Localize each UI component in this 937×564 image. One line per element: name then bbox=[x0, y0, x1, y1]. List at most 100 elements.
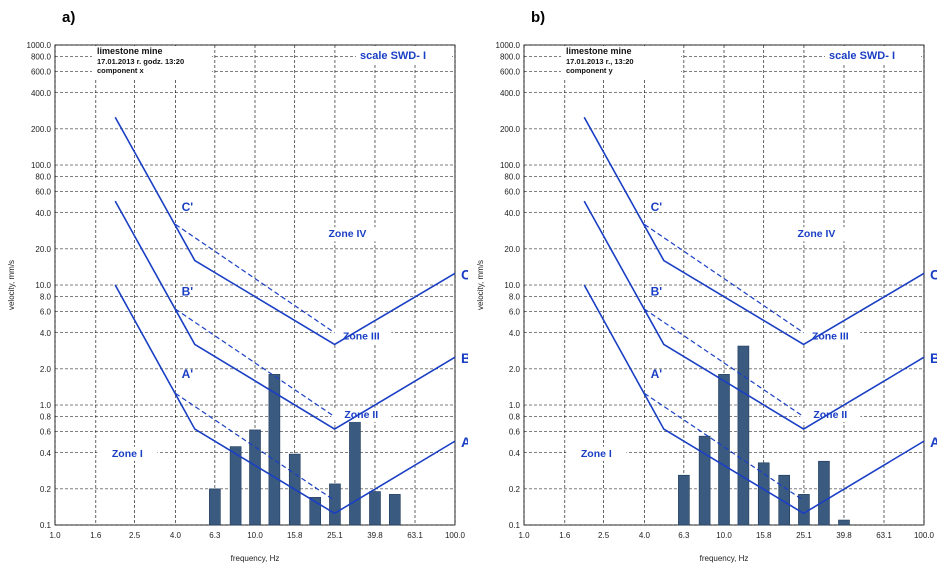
x-tick-label: 63.1 bbox=[407, 531, 423, 540]
limit-curve bbox=[114, 284, 456, 515]
limit-curve bbox=[114, 116, 456, 346]
scale-label-bg bbox=[825, 46, 921, 64]
dashed-curve bbox=[644, 308, 804, 418]
x-tick-label: 25.1 bbox=[796, 531, 812, 540]
y-tick-label: 40.0 bbox=[504, 209, 520, 218]
x-tick-label: 1.6 bbox=[559, 531, 571, 540]
y-tick-label: 4.0 bbox=[40, 329, 52, 338]
scale-label-bg bbox=[356, 46, 452, 64]
zone-label-bg bbox=[566, 446, 627, 461]
zone-label: Zone I bbox=[581, 448, 612, 460]
y-tick-label: 0.6 bbox=[40, 428, 52, 437]
zone-label-bg bbox=[331, 329, 392, 344]
y-tick-label: 100.0 bbox=[500, 161, 521, 170]
scale-label: scale SWD- I bbox=[829, 50, 895, 62]
zone-label: Zone IV bbox=[798, 228, 836, 240]
y-tick-label: 6.0 bbox=[509, 308, 521, 317]
y-tick-label: 8.0 bbox=[40, 293, 52, 302]
dashed-curve-label: C' bbox=[651, 200, 663, 214]
zone-label-bg bbox=[97, 446, 158, 461]
bar bbox=[388, 494, 401, 526]
y-tick-label: 1000.0 bbox=[27, 41, 52, 50]
zone-label: Zone I bbox=[112, 448, 143, 460]
dashed-curve-label: B' bbox=[651, 284, 663, 298]
y-tick-label: 20.0 bbox=[504, 245, 520, 254]
y-tick-label: 1.0 bbox=[509, 401, 521, 410]
dashed-curve-label: A' bbox=[651, 367, 663, 381]
x-tick-label: 2.5 bbox=[129, 531, 141, 540]
info-box bbox=[92, 46, 212, 78]
limit-curve bbox=[583, 200, 925, 431]
limit-curve bbox=[114, 200, 456, 431]
x-tick-label: 63.1 bbox=[876, 531, 892, 540]
x-tick-label: 25.1 bbox=[327, 531, 343, 540]
y-tick-label: 0.2 bbox=[40, 485, 52, 494]
y-tick-label: 0.6 bbox=[509, 428, 521, 437]
x-tick-label: 100.0 bbox=[914, 531, 935, 540]
y-tick-label: 8.0 bbox=[509, 293, 521, 302]
x-tick-label: 4.0 bbox=[639, 531, 651, 540]
zone-label: Zone IV bbox=[329, 228, 367, 240]
bar bbox=[209, 488, 221, 526]
zone-label: Zone II bbox=[813, 409, 847, 421]
chart-a-svg: a) 0.1 0.2 0.4 0.6 0.8 1.0 2.0 4.0 6.0 8.0 10.0 20.0… bbox=[7, 9, 468, 563]
zone-label: Zone II bbox=[344, 409, 378, 421]
y-tick-label: 80.0 bbox=[504, 173, 520, 182]
y-tick-label: 600.0 bbox=[31, 68, 52, 77]
y-tick-label: 10.0 bbox=[35, 281, 51, 290]
x-tick-label: 1.6 bbox=[90, 531, 102, 540]
x-tick-label: 6.3 bbox=[678, 531, 690, 540]
chart-panel-a: a) 0.1 0.2 0.4 0.6 0.8 1.0 2.0 4.0 6.0 8.0 10.0 20.0… bbox=[0, 0, 468, 564]
y-tick-label: 400.0 bbox=[31, 89, 52, 98]
limit-curve-label: A bbox=[930, 434, 937, 450]
panel-label: a) bbox=[62, 9, 75, 26]
bar bbox=[818, 460, 830, 526]
y-tick-label: 600.0 bbox=[500, 68, 521, 77]
x-tick-label: 4.0 bbox=[170, 531, 182, 540]
info-line-3: component y bbox=[566, 66, 613, 75]
x-tick-label: 6.3 bbox=[209, 531, 221, 540]
limit-curve bbox=[583, 284, 925, 515]
y-tick-label: 60.0 bbox=[35, 188, 51, 197]
y-tick-label: 0.8 bbox=[40, 413, 52, 422]
x-tick-label: 1.0 bbox=[518, 531, 530, 540]
bar bbox=[698, 435, 711, 526]
x-axis-label: frequency, Hz bbox=[231, 554, 280, 563]
y-tick-label: 800.0 bbox=[31, 53, 52, 62]
limit-curve bbox=[583, 116, 925, 346]
y-tick-label: 0.4 bbox=[40, 449, 52, 458]
y-tick-label: 200.0 bbox=[500, 125, 521, 134]
limit-curve-label: C bbox=[930, 266, 937, 282]
zone-label-bg bbox=[800, 329, 861, 344]
x-axis-label: frequency, Hz bbox=[700, 554, 749, 563]
y-tick-label: 2.0 bbox=[509, 365, 521, 374]
info-box bbox=[561, 46, 681, 78]
y-tick-label: 0.1 bbox=[40, 521, 52, 530]
x-tick-label: 15.8 bbox=[756, 531, 772, 540]
y-tick-label: 1000.0 bbox=[496, 41, 521, 50]
y-tick-label: 10.0 bbox=[504, 281, 520, 290]
panel-label: b) bbox=[531, 9, 545, 26]
y-tick-label: 200.0 bbox=[31, 125, 52, 134]
dashed-curve bbox=[175, 223, 335, 334]
dashed-curve-label: B' bbox=[182, 284, 194, 298]
bar bbox=[369, 491, 381, 526]
x-tick-label: 39.8 bbox=[367, 531, 383, 540]
y-axis-label: velocity, mm/s bbox=[476, 260, 485, 310]
limit-curve-label: A bbox=[461, 434, 468, 450]
limit-curve-label: B bbox=[461, 350, 468, 366]
zone-label-bg bbox=[786, 227, 847, 242]
zone-label-bg bbox=[800, 407, 861, 422]
scale-label: scale SWD- I bbox=[360, 50, 426, 62]
bar bbox=[737, 345, 750, 526]
dashed-curve bbox=[175, 308, 335, 418]
info-line-2: 17.01.2013 r., 13:20 bbox=[566, 57, 634, 66]
y-tick-label: 60.0 bbox=[504, 188, 520, 197]
x-tick-label: 15.8 bbox=[287, 531, 303, 540]
y-tick-label: 40.0 bbox=[35, 209, 51, 218]
info-line-3: component x bbox=[97, 66, 144, 75]
info-line-2: 17.01.2013 r. godz. 13:20 bbox=[97, 57, 184, 66]
bar bbox=[678, 474, 690, 526]
bar bbox=[329, 483, 341, 526]
y-tick-label: 80.0 bbox=[35, 173, 51, 182]
